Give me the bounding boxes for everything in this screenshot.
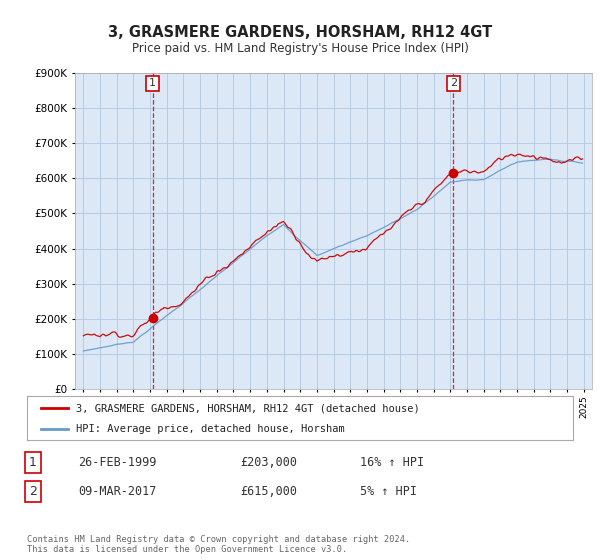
Text: 3, GRASMERE GARDENS, HORSHAM, RH12 4GT (detached house): 3, GRASMERE GARDENS, HORSHAM, RH12 4GT (… <box>76 403 420 413</box>
Text: 1: 1 <box>29 456 37 469</box>
Text: 16% ↑ HPI: 16% ↑ HPI <box>360 456 424 469</box>
Text: £203,000: £203,000 <box>240 456 297 469</box>
Text: £615,000: £615,000 <box>240 485 297 498</box>
Text: Contains HM Land Registry data © Crown copyright and database right 2024.
This d: Contains HM Land Registry data © Crown c… <box>27 535 410 554</box>
Text: 26-FEB-1999: 26-FEB-1999 <box>78 456 157 469</box>
Text: Price paid vs. HM Land Registry's House Price Index (HPI): Price paid vs. HM Land Registry's House … <box>131 42 469 55</box>
Text: 09-MAR-2017: 09-MAR-2017 <box>78 485 157 498</box>
Text: 2: 2 <box>450 78 457 88</box>
Text: 5% ↑ HPI: 5% ↑ HPI <box>360 485 417 498</box>
Text: HPI: Average price, detached house, Horsham: HPI: Average price, detached house, Hors… <box>76 424 345 433</box>
Text: 3, GRASMERE GARDENS, HORSHAM, RH12 4GT: 3, GRASMERE GARDENS, HORSHAM, RH12 4GT <box>108 25 492 40</box>
Text: 2: 2 <box>29 485 37 498</box>
Text: 1: 1 <box>149 78 156 88</box>
